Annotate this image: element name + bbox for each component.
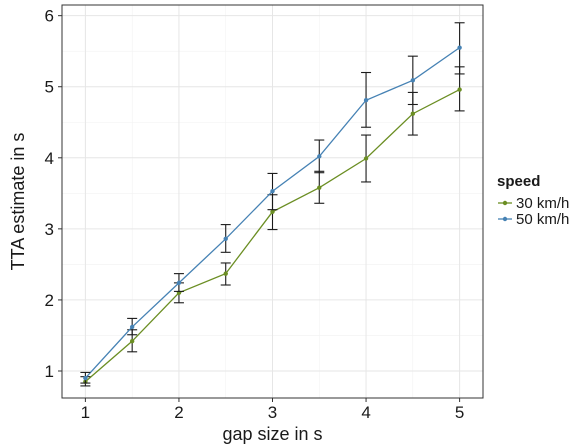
y-tick-label: 1 bbox=[45, 362, 54, 381]
data-point bbox=[317, 154, 322, 159]
y-tick-label: 5 bbox=[45, 78, 54, 97]
legend-key-point bbox=[502, 200, 508, 206]
legend: speed 30 km/h50 km/h bbox=[497, 173, 569, 228]
legend-title: speed bbox=[497, 173, 540, 190]
y-tick-label: 6 bbox=[45, 7, 54, 26]
data-point bbox=[223, 236, 228, 242]
legend-item: 30 km/h bbox=[498, 195, 569, 212]
y-axis-title: TTA estimate in s bbox=[8, 133, 28, 271]
data-point bbox=[457, 87, 462, 92]
x-tick-label: 5 bbox=[455, 403, 464, 422]
data-point bbox=[270, 188, 275, 194]
x-tick-label: 2 bbox=[174, 403, 183, 422]
data-point bbox=[176, 280, 182, 286]
y-axis: 1 2 3 4 5 6 bbox=[45, 7, 62, 381]
legend-label: 30 km/h bbox=[516, 195, 569, 212]
y-tick-label: 2 bbox=[45, 291, 54, 310]
legend-item: 50 km/h bbox=[498, 211, 569, 228]
data-point bbox=[457, 45, 462, 50]
series-speed-30 bbox=[80, 66, 465, 387]
x-tick-label: 1 bbox=[81, 403, 90, 422]
data-point bbox=[129, 338, 135, 344]
data-point bbox=[363, 156, 369, 161]
x-axis-title: gap size in s bbox=[222, 424, 322, 444]
legend-key-point bbox=[502, 216, 508, 222]
x-tick-label: 3 bbox=[268, 403, 277, 422]
x-axis: 1 2 3 4 5 bbox=[81, 398, 464, 422]
series-speed-50 bbox=[80, 22, 465, 384]
data-point bbox=[129, 324, 135, 330]
data-point bbox=[410, 111, 416, 116]
data-point bbox=[223, 271, 228, 276]
y-tick-label: 3 bbox=[45, 220, 54, 239]
data-point bbox=[317, 185, 322, 190]
series-layer bbox=[80, 22, 465, 387]
data-point bbox=[83, 375, 88, 381]
data-point bbox=[270, 209, 275, 215]
y-tick-label: 4 bbox=[45, 149, 54, 168]
data-point bbox=[363, 98, 369, 103]
x-tick-label: 4 bbox=[361, 403, 370, 422]
legend-label: 50 km/h bbox=[516, 211, 569, 228]
data-point bbox=[410, 78, 416, 83]
